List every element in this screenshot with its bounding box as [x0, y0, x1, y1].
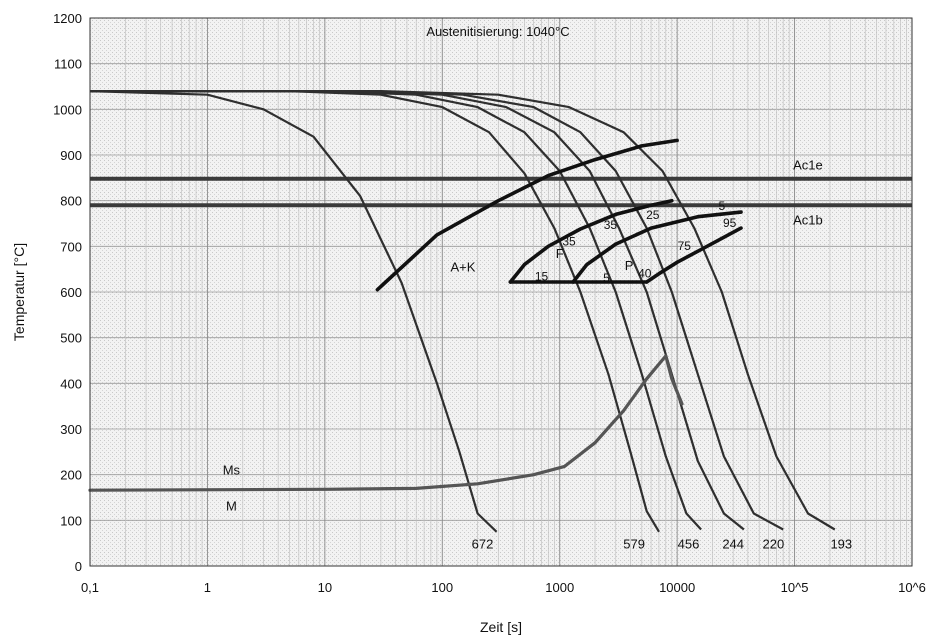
x-axis-label: Zeit [s] — [480, 619, 522, 635]
y-tick-label: 400 — [60, 376, 82, 391]
x-tick-label: 10000 — [659, 580, 695, 595]
x-tick-label: 10^5 — [781, 580, 809, 595]
region-label: M — [226, 498, 237, 513]
hline-label: Ac1b — [793, 212, 823, 227]
grid — [89, 17, 912, 567]
y-tick-label: 1100 — [54, 57, 82, 72]
hardness-label: 579 — [623, 537, 645, 552]
transformation-line-p-start — [571, 210, 743, 284]
curve-percentage-label: 95 — [723, 216, 737, 230]
region-label: P — [625, 258, 634, 273]
plot-frame — [89, 17, 913, 567]
y-tick-label: 500 — [60, 331, 82, 346]
curve-percentage-label: 5 — [603, 271, 610, 285]
y-tick-label: 800 — [60, 194, 82, 209]
y-tick-label: 700 — [60, 239, 82, 254]
region-label: Ms — [223, 463, 241, 478]
y-tick-label: 200 — [60, 468, 82, 483]
curves — [88, 90, 912, 533]
annotations: 15 35 35 25 5 40 75 95 5 A+K F P Ms M Ac1e Ac1b 672 579 45… — [223, 158, 852, 552]
curve-percentage-label: 25 — [646, 208, 660, 222]
hline-label: Ac1e — [793, 158, 823, 173]
x-tick-label: 10^6 — [898, 580, 926, 595]
hardness-label: 672 — [472, 537, 494, 552]
y-tick-label: 100 — [60, 513, 82, 528]
region-label: F — [556, 246, 564, 261]
y-tick-label: 0 — [75, 559, 82, 574]
hardness-label: 456 — [678, 537, 700, 552]
transformation-line-f-start — [508, 198, 674, 284]
y-tick-label: 300 — [60, 422, 82, 437]
curve-percentage-label: 35 — [562, 234, 576, 248]
y-tick-label: 600 — [60, 285, 82, 300]
y-tick-label: 1200 — [53, 11, 82, 26]
x-tick-label: 1000 — [545, 580, 574, 595]
cooling-curve-579 — [90, 90, 660, 533]
y-tick-label: 1000 — [53, 102, 82, 117]
x-tick-label: 1 — [204, 580, 211, 595]
region-label: A+K — [450, 259, 475, 274]
hardness-label: 220 — [763, 537, 785, 552]
curve-percentage-label: 35 — [604, 218, 618, 232]
chart-title: Austenitisierung: 1040°C — [426, 24, 569, 39]
curve-percentage-label: 15 — [535, 270, 549, 284]
y-tick-label: 900 — [60, 148, 82, 163]
cooling-curve-672 — [89, 90, 498, 533]
curve-percentage-label: 75 — [678, 239, 692, 253]
y-axis-label: Temperatur [°C] — [11, 243, 27, 341]
transformation-line-ms — [88, 354, 684, 492]
hardness-label: 193 — [830, 537, 852, 552]
cooling-curve-193 — [90, 90, 836, 531]
curve-percentage-label: 40 — [638, 266, 652, 280]
transformation-line-a+k — [375, 138, 679, 292]
x-tick-label: 0,1 — [81, 580, 99, 595]
curve-percentage-label: 5 — [718, 199, 725, 213]
hardness-label: 244 — [722, 537, 744, 552]
transformation-line-p-end — [644, 226, 743, 284]
x-tick-label: 100 — [431, 580, 453, 595]
tick-labels: 0100200300400500600700800900100011001200… — [53, 11, 926, 595]
x-tick-label: 10 — [318, 580, 332, 595]
